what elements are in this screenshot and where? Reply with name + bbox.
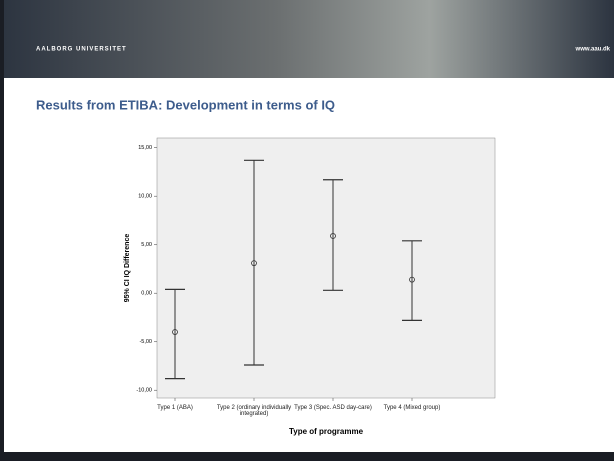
x-axis-label: Type of programme xyxy=(289,427,364,436)
y-tick-label: -5,00 xyxy=(139,339,152,345)
x-tick-label: Type 2 (ordinary individually integrated… xyxy=(215,405,293,417)
header-band xyxy=(0,0,614,78)
y-axis-label: 95% CI IQ Difference xyxy=(124,234,131,303)
y-tick-label: -10,00 xyxy=(136,388,152,394)
slide: AALBORG UNIVERSITET www.aau.dk Results f… xyxy=(0,0,614,461)
slide-title: Results from ETIBA: Development in terms… xyxy=(36,97,335,112)
y-tick-label: 0,00 xyxy=(141,291,152,297)
logo: AALBORG UNIVERSITET xyxy=(36,47,127,53)
y-tick-label: 10,00 xyxy=(138,194,152,200)
footer-band xyxy=(0,452,614,461)
y-tick-label: 15,00 xyxy=(138,145,152,151)
url: www.aau.dk xyxy=(575,47,611,53)
left-border xyxy=(0,0,4,461)
x-tick-label: Type 1 (ABA) xyxy=(136,405,214,411)
y-tick-label: 5,00 xyxy=(141,242,152,248)
x-tick-label: Type 3 (Spec. ASD day-care) xyxy=(294,405,372,411)
plot-area xyxy=(157,138,495,398)
x-tick-label: Type 4 (Mixed group) xyxy=(373,405,451,411)
chart: AALBORG UNIVERSITET www.aau.dk Results f… xyxy=(0,0,614,461)
